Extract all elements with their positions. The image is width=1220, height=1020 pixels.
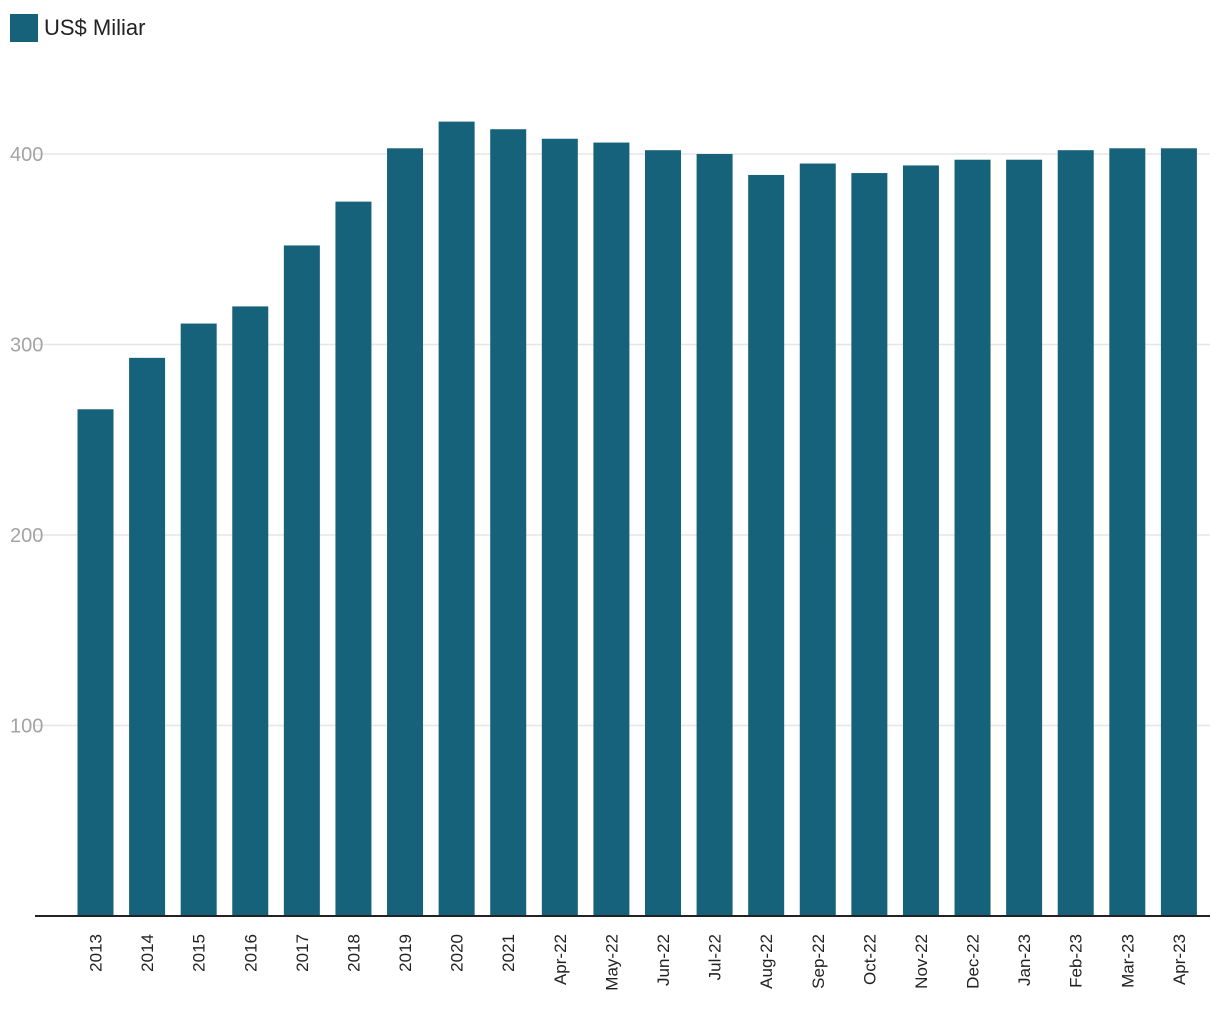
y-tick-label-200: 200 [10, 525, 43, 547]
x-tick-label-Apr-23: Apr-23 [1170, 934, 1189, 985]
x-tick-label-May-22: May-22 [602, 934, 621, 991]
y-tick-label-400: 400 [10, 144, 43, 166]
bar-2015 [180, 323, 217, 916]
x-tick-label-Nov-22: Nov-22 [912, 934, 931, 989]
bar-2018 [335, 201, 372, 916]
bar-2013 [77, 409, 114, 916]
x-tick-label-Feb-23: Feb-23 [1067, 934, 1086, 988]
x-tick-label-Jul-22: Jul-22 [706, 934, 725, 980]
bar-May-22 [593, 142, 630, 916]
y-tick-label-300: 300 [10, 335, 43, 357]
legend-label: US$ Miliar [44, 15, 146, 40]
bar-Aug-22 [748, 174, 785, 916]
x-tick-label-Aug-22: Aug-22 [757, 934, 776, 989]
x-tick-label-Jun-22: Jun-22 [654, 934, 673, 986]
x-tick-label-2020: 2020 [448, 934, 467, 972]
legend-swatch [10, 14, 38, 42]
bar-Jan-23 [1006, 159, 1043, 917]
x-tick-label-Dec-22: Dec-22 [964, 934, 983, 989]
bar-Feb-23 [1057, 150, 1094, 916]
x-tick-label-Jan-23: Jan-23 [1015, 934, 1034, 986]
bar-2020 [438, 121, 475, 917]
x-tick-label-2013: 2013 [86, 934, 105, 972]
bar-2014 [129, 357, 166, 917]
bar-Apr-23 [1160, 148, 1197, 916]
bar-Nov-22 [902, 165, 939, 916]
bar-2019 [387, 148, 424, 916]
legend: US$ Miliar [10, 14, 145, 42]
x-tick-label-2015: 2015 [190, 934, 209, 972]
x-tick-label-2019: 2019 [396, 934, 415, 972]
bar-Dec-22 [954, 159, 991, 917]
bar-Jul-22 [696, 154, 733, 916]
y-tick-label-100: 100 [10, 716, 43, 738]
x-tick-label-Oct-22: Oct-22 [860, 934, 879, 985]
x-tick-label-Mar-23: Mar-23 [1118, 934, 1137, 988]
bar-Jun-22 [644, 150, 681, 916]
bar-Apr-22 [541, 138, 578, 916]
bar-Oct-22 [851, 173, 888, 917]
x-tick-label-2014: 2014 [138, 934, 157, 972]
bar-2016 [232, 306, 269, 916]
bar-Mar-23 [1109, 148, 1146, 916]
bar-2017 [283, 245, 320, 916]
x-tick-label-2017: 2017 [293, 934, 312, 972]
bar-Sep-22 [799, 163, 836, 916]
x-tick-label-2016: 2016 [241, 934, 260, 972]
x-tick-label-2021: 2021 [499, 934, 518, 972]
bar-2021 [490, 129, 527, 917]
x-tick-label-Sep-22: Sep-22 [809, 934, 828, 989]
x-tick-label-Apr-22: Apr-22 [551, 934, 570, 985]
x-tick-label-2018: 2018 [344, 934, 363, 972]
